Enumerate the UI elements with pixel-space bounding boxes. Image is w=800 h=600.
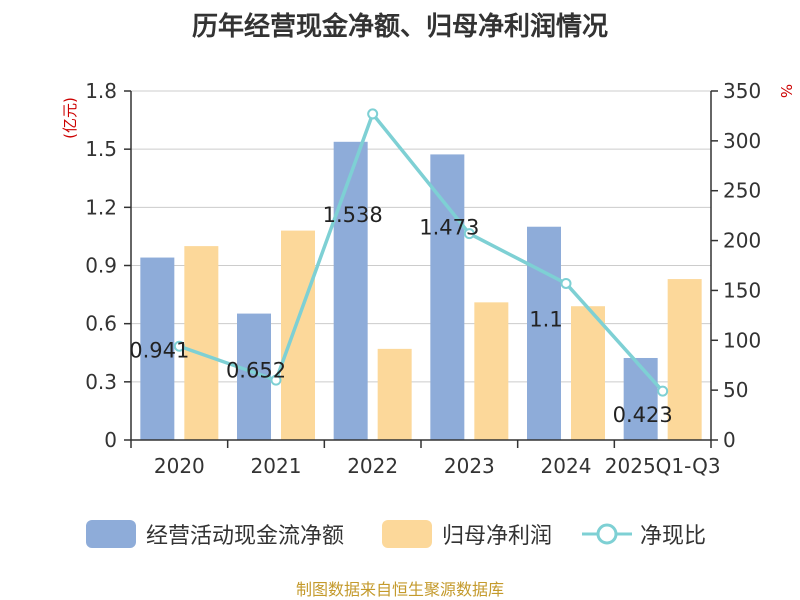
y-tick-label-right: 50 bbox=[723, 378, 748, 402]
bar-net-profit-2025Q1-Q3 bbox=[667, 279, 702, 440]
bar-operating-cash-flow-2025Q1-Q3 bbox=[623, 357, 658, 440]
y-axis-left-unit: (亿元) bbox=[61, 97, 79, 139]
bar-net-profit-2024 bbox=[571, 306, 605, 440]
point-cash-ratio-2025Q1-Q3 bbox=[657, 385, 669, 397]
data-label-operating-cash-flow-2022: 1.538 bbox=[323, 203, 383, 227]
bar-net-profit-2022 bbox=[377, 348, 412, 440]
y-tick-label-left: 1.2 bbox=[85, 195, 117, 219]
source-note: 制图数据来自恒生聚源数据库 bbox=[295, 580, 504, 599]
y-tick-label-left: 0.6 bbox=[85, 312, 117, 336]
bar-net-profit-2023 bbox=[474, 302, 509, 440]
x-tick-label: 2025Q1-Q3 bbox=[605, 454, 721, 478]
data-label-operating-cash-flow-2020: 0.941 bbox=[129, 339, 189, 363]
legend-item-cash-ratio[interactable]: 净现比 bbox=[582, 514, 706, 554]
y-tick-label-right: 100 bbox=[723, 328, 761, 352]
point-cash-ratio-2021 bbox=[270, 374, 282, 386]
y-tick-label-right: 350 bbox=[723, 79, 761, 103]
line-cash-ratio bbox=[178, 110, 664, 393]
legend-label-cash-ratio: 净现比 bbox=[640, 524, 707, 549]
bar-operating-cash-flow-2022 bbox=[333, 141, 368, 440]
data-label-operating-cash-flow-2024: 1.1 bbox=[529, 308, 562, 332]
y-tick-label-left: 0 bbox=[104, 428, 117, 452]
y-tick-label-right: 200 bbox=[723, 229, 761, 253]
y-tick-label-right: 0 bbox=[723, 428, 736, 452]
x-tick-label: 2023 bbox=[444, 454, 495, 478]
point-cash-ratio-2024 bbox=[560, 277, 572, 289]
x-tick-label: 2021 bbox=[251, 454, 302, 478]
legend-swatch-net-profit bbox=[382, 520, 432, 548]
chart-title: 历年经营现金净额、归母净利润情况 bbox=[191, 12, 608, 42]
legend-item-operating-cash-flow[interactable]: 经营活动现金流净额 bbox=[86, 514, 344, 554]
y-tick-label-left: 0.3 bbox=[85, 370, 117, 394]
data-label-operating-cash-flow-2021: 0.652 bbox=[226, 359, 286, 383]
bar-net-profit-2020 bbox=[184, 246, 219, 440]
legend-label-net-profit: 归母净利润 bbox=[442, 524, 553, 549]
legend-item-net-profit[interactable]: 归母净利润 bbox=[382, 514, 552, 554]
point-cash-ratio-2023 bbox=[463, 228, 475, 240]
x-tick-label: 2024 bbox=[541, 454, 592, 478]
legend: 经营活动现金流净额 归母净利润 净现比 bbox=[0, 514, 800, 554]
x-tick-label: 2020 bbox=[154, 454, 205, 478]
y-tick-label-left: 1.5 bbox=[85, 137, 117, 161]
y-axis-right-unit: % bbox=[777, 84, 795, 98]
legend-swatch-operating-cash-flow bbox=[86, 520, 136, 548]
legend-label-operating-cash-flow: 经营活动现金流净额 bbox=[146, 524, 345, 549]
legend-swatch-cash-ratio bbox=[582, 523, 632, 545]
y-tick-label-right: 250 bbox=[723, 179, 761, 203]
bar-operating-cash-flow-2024 bbox=[527, 226, 561, 440]
x-tick-label: 2022 bbox=[347, 454, 398, 478]
bar-operating-cash-flow-2020 bbox=[140, 257, 175, 440]
bar-net-profit-2021 bbox=[281, 230, 315, 440]
data-label-operating-cash-flow-2025Q1-Q3: 0.423 bbox=[613, 403, 673, 427]
point-cash-ratio-2022 bbox=[367, 108, 379, 120]
point-cash-ratio-2020 bbox=[173, 340, 185, 352]
y-tick-label-right: 300 bbox=[723, 129, 761, 153]
y-tick-label-left: 0.9 bbox=[85, 254, 117, 278]
y-tick-label-left: 1.8 bbox=[85, 79, 117, 103]
y-tick-label-right: 150 bbox=[723, 278, 761, 302]
bar-operating-cash-flow-2023 bbox=[430, 154, 465, 440]
data-label-operating-cash-flow-2023: 1.473 bbox=[419, 215, 479, 239]
